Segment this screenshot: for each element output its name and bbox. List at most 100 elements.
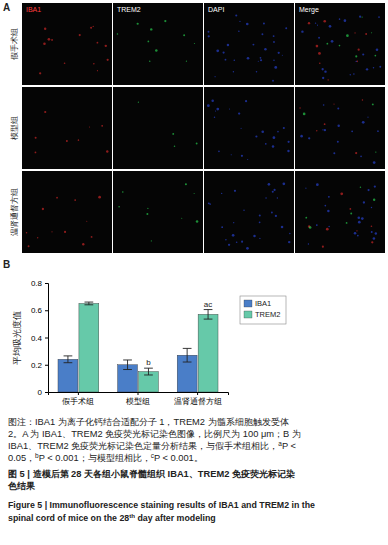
signal-dot bbox=[367, 189, 369, 191]
signal-dot bbox=[363, 201, 365, 203]
signal-dot bbox=[181, 218, 182, 219]
signal-dot bbox=[233, 222, 234, 223]
error-bar bbox=[204, 310, 213, 320]
caption-line: spinal cord of mice on the 28th day afte… bbox=[8, 512, 216, 524]
signal-dot bbox=[44, 28, 46, 30]
caption-text: P < bbox=[282, 441, 296, 451]
signal-dot bbox=[253, 235, 256, 238]
tick-label: 假手术组 bbox=[62, 397, 94, 406]
caption-text: Figure 5 | Immunofluorescence staining r… bbox=[8, 500, 315, 510]
signal-dot bbox=[367, 117, 368, 118]
signal-dot bbox=[327, 210, 330, 213]
signal-dot bbox=[118, 206, 120, 208]
signal-dot bbox=[328, 196, 330, 198]
bar bbox=[79, 303, 99, 392]
signal-dot bbox=[277, 197, 278, 198]
signal-dot bbox=[288, 241, 290, 243]
tick: 0 bbox=[38, 388, 48, 397]
error-bar bbox=[64, 356, 73, 363]
signal-dot bbox=[265, 197, 267, 199]
signal-dot bbox=[289, 233, 291, 235]
axis-line bbox=[45, 284, 49, 393]
signal-dot bbox=[236, 241, 238, 243]
signal-dot bbox=[146, 213, 148, 215]
signal-dot bbox=[64, 231, 66, 233]
signal-dot bbox=[340, 192, 343, 195]
signal-dot bbox=[329, 25, 332, 28]
tick: 温肾通督方组 bbox=[174, 392, 222, 406]
micrograph bbox=[295, 87, 385, 169]
signal-dot bbox=[371, 225, 373, 227]
tick-mark bbox=[78, 392, 79, 395]
caption-text: 图 5 | 造模后第 28 天各组小鼠脊髓组织 IBA1、TREM2 免疫荧光标… bbox=[8, 469, 295, 479]
signal-dot bbox=[147, 41, 149, 43]
caption-line: 图 5 | 造模后第 28 天各组小鼠脊髓组织 IBA1、TREM2 免疫荧光标… bbox=[8, 469, 295, 479]
signal-dot bbox=[56, 197, 58, 199]
signal-dot bbox=[207, 31, 209, 33]
caption-text: IBA1、TREM2 免疫荧光标记染色定量分析结果，与假手术组相比， bbox=[8, 441, 278, 451]
signal-dot bbox=[365, 33, 367, 35]
signal-dot bbox=[377, 130, 379, 132]
signal-dot bbox=[344, 19, 347, 22]
signal-dot bbox=[229, 108, 230, 109]
signal-dot bbox=[222, 51, 224, 53]
signal-dot bbox=[324, 123, 326, 125]
signal-dot bbox=[361, 16, 362, 17]
signal-dot bbox=[309, 226, 312, 229]
signal-dot bbox=[26, 232, 28, 234]
signal-dot bbox=[301, 30, 303, 32]
signal-dot bbox=[378, 16, 380, 18]
signal-dot bbox=[333, 152, 335, 154]
signal-dot bbox=[264, 48, 266, 50]
signal-dot bbox=[326, 228, 329, 231]
legend-swatch bbox=[244, 300, 252, 307]
significance-label: b bbox=[146, 358, 151, 367]
signal-dot bbox=[207, 104, 210, 107]
bars bbox=[58, 302, 218, 392]
signal-dot bbox=[225, 239, 227, 241]
image-bg bbox=[22, 171, 112, 253]
x-axis: 假手术组 模型组 温肾通督方组 bbox=[49, 392, 229, 406]
micrograph bbox=[204, 171, 294, 253]
signal-dot bbox=[233, 59, 235, 61]
signal-dot bbox=[337, 124, 339, 126]
signal-dot bbox=[315, 22, 316, 23]
signal-dot bbox=[300, 135, 303, 138]
signal-dot bbox=[375, 232, 377, 234]
tick-label: 温肾通督方组 bbox=[174, 397, 222, 406]
signal-dot bbox=[245, 100, 247, 102]
micrograph: Merge bbox=[295, 3, 385, 85]
signal-dot bbox=[185, 183, 187, 185]
signal-dot bbox=[357, 217, 360, 220]
signal-dot bbox=[303, 113, 306, 116]
image-bg bbox=[295, 87, 385, 169]
caption-text: day after modeling bbox=[135, 513, 216, 523]
legend-swatch bbox=[244, 311, 252, 318]
column-label: Merge bbox=[299, 6, 319, 14]
caption-line: IBA1、TREM2 免疫荧光标记染色定量分析结果，与假手术组相比，aP < bbox=[8, 440, 296, 452]
signal-dot bbox=[150, 28, 152, 30]
column-label: TREM2 bbox=[117, 6, 141, 13]
tick: 模型组 bbox=[126, 392, 150, 406]
signal-dot bbox=[233, 71, 234, 72]
signal-dot bbox=[90, 27, 92, 29]
row-label: 温肾通督方组 bbox=[10, 188, 19, 236]
signal-dot bbox=[272, 191, 274, 193]
signal-dot bbox=[101, 125, 103, 127]
signal-dot bbox=[247, 159, 248, 160]
tick-label: 0.2 bbox=[31, 361, 43, 370]
signal-dot bbox=[322, 246, 324, 248]
signal-dot bbox=[273, 41, 275, 43]
signal-dot bbox=[93, 63, 95, 65]
signal-dot bbox=[138, 102, 139, 103]
signal-dot bbox=[241, 155, 243, 157]
signal-dot bbox=[308, 137, 310, 139]
signal-dot bbox=[183, 34, 185, 36]
signal-dot bbox=[273, 59, 275, 61]
signal-dot bbox=[260, 57, 262, 59]
signal-dot bbox=[275, 215, 277, 217]
signal-dot bbox=[360, 156, 362, 158]
signal-dot bbox=[354, 32, 355, 33]
legend: IBA1TREM2 bbox=[240, 296, 286, 324]
signal-dot bbox=[316, 224, 318, 226]
